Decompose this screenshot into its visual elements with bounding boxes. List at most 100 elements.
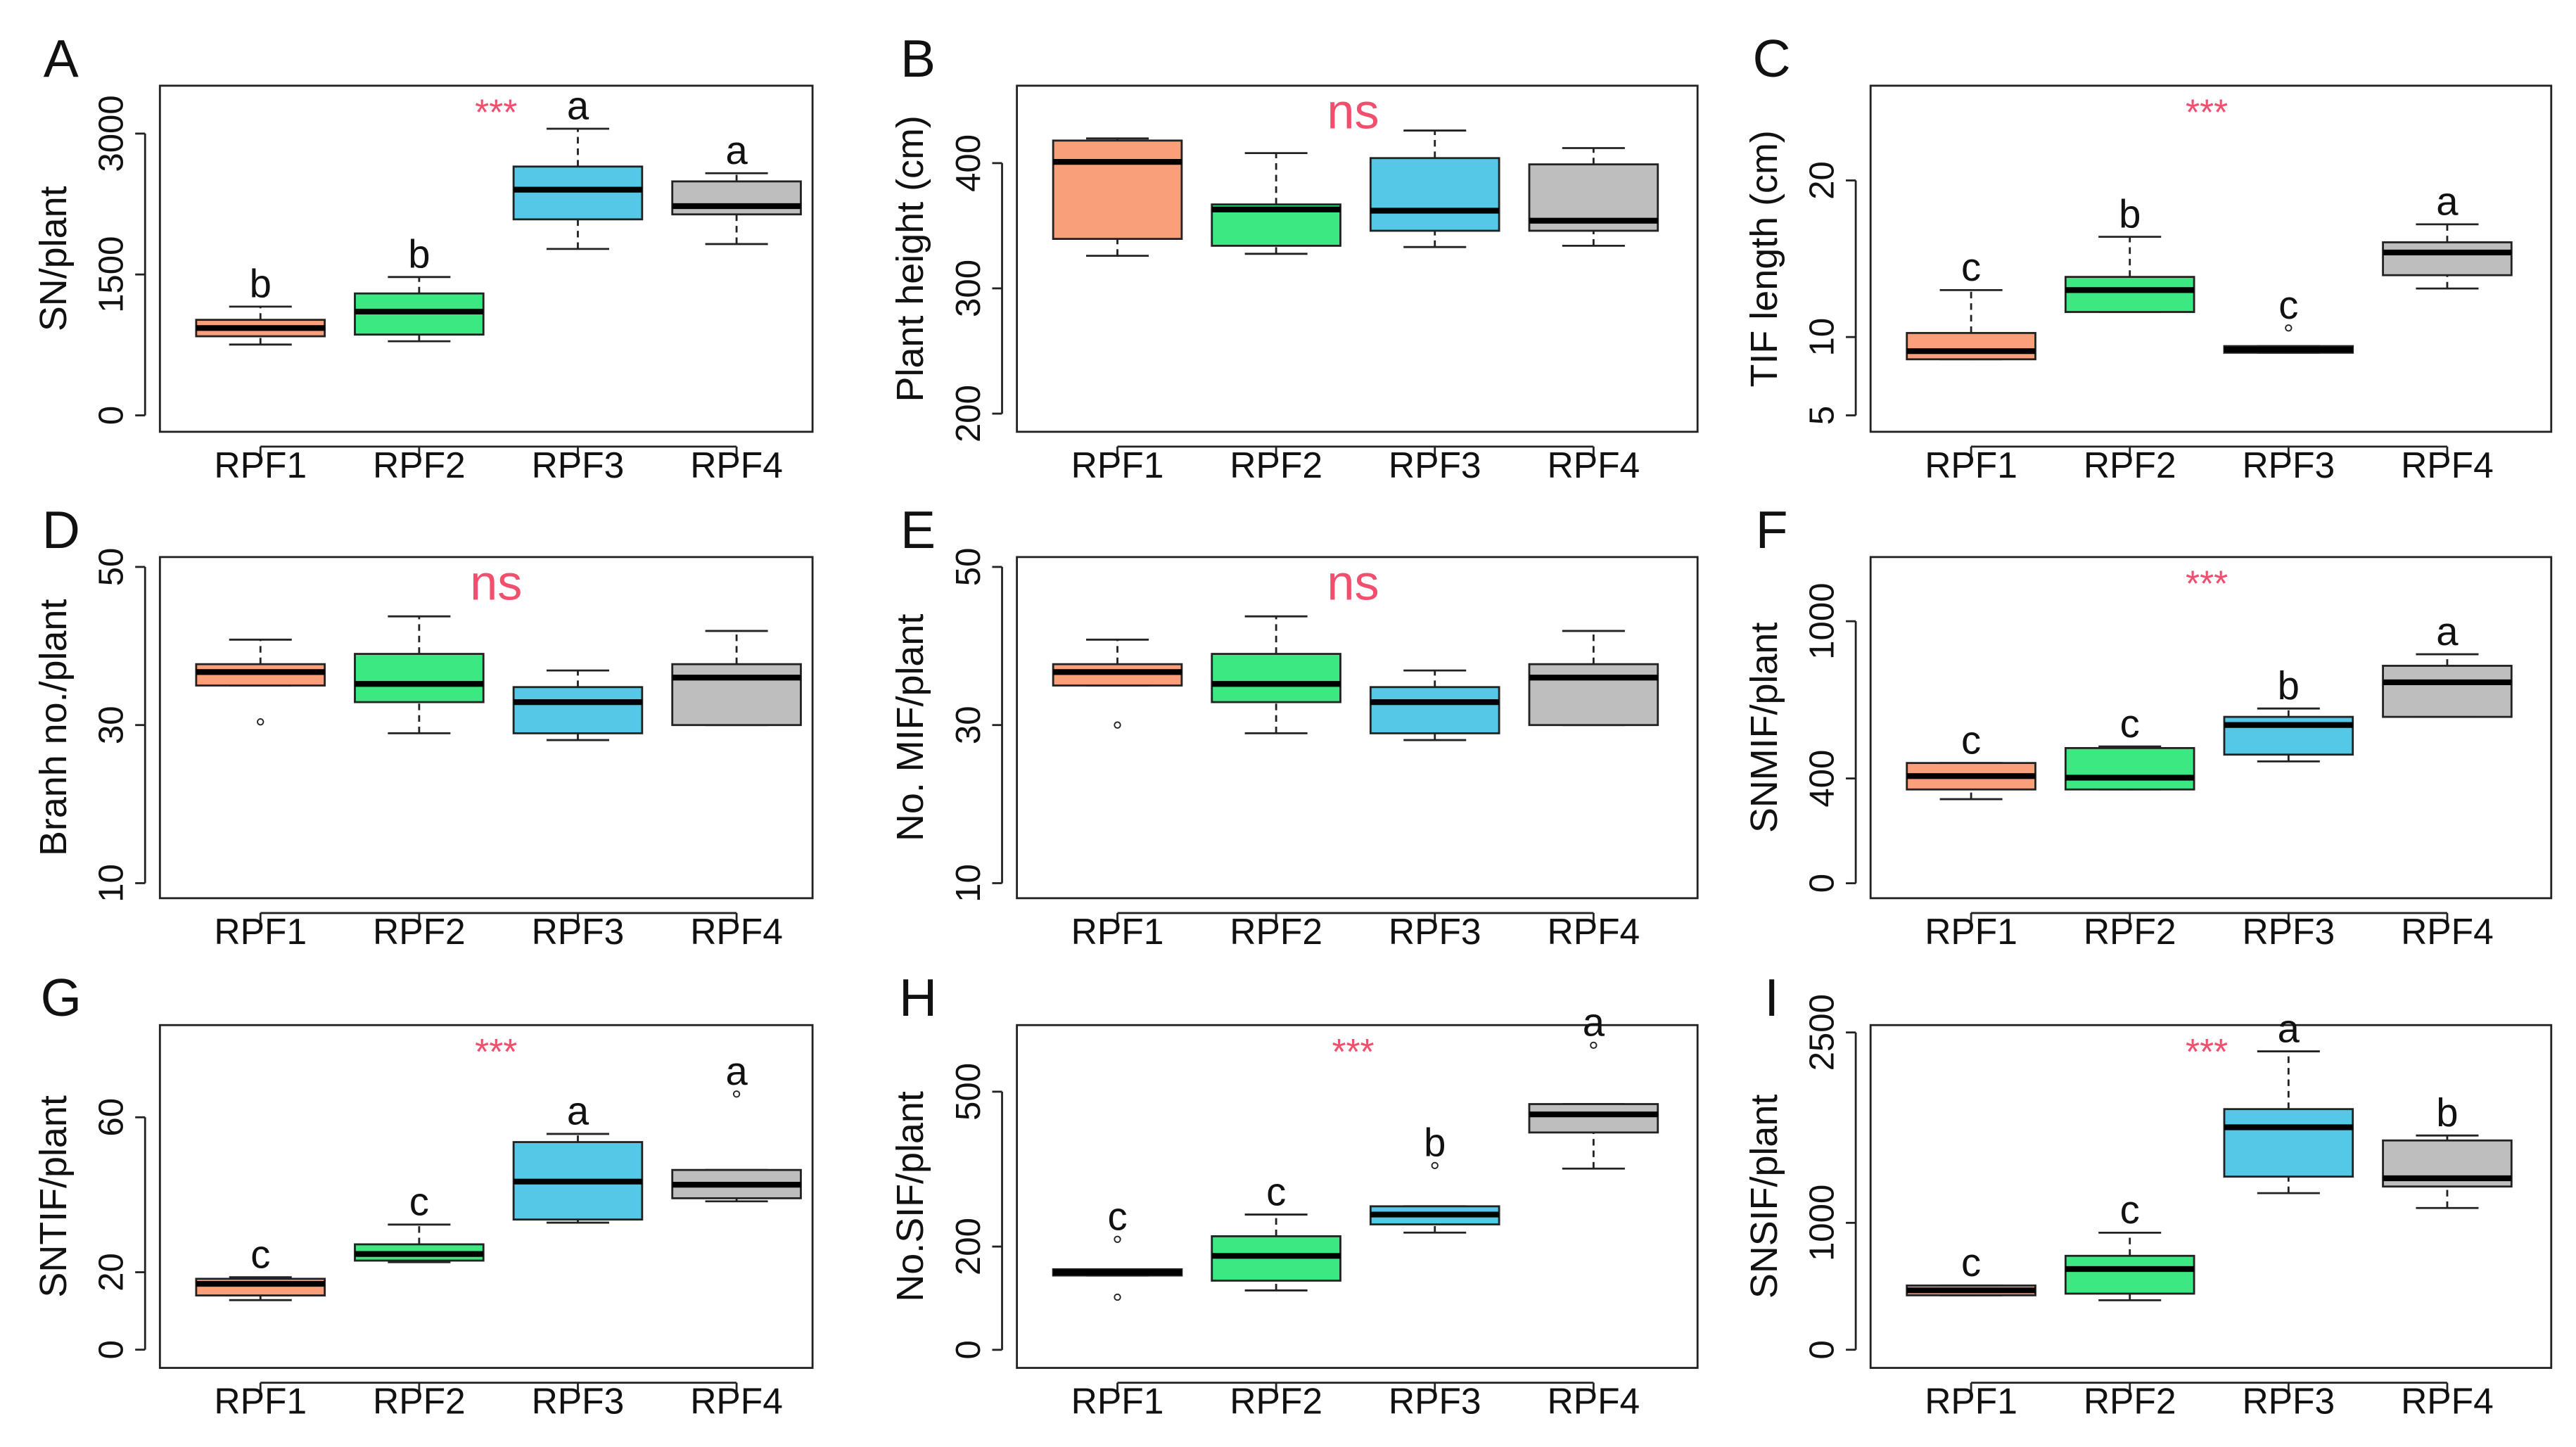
x-tick-label: RPF1 [1071,911,1164,952]
box [1052,139,1183,241]
box [1906,331,2036,361]
group-letter: c [2120,1187,2140,1232]
plot-frame [1016,1024,1699,1369]
panel-letter: E [900,500,936,559]
y-tick-label: 10 [92,864,131,903]
y-tick-label: 2500 [1803,994,1842,1071]
plot-frame [158,556,814,900]
panel-letter: C [1753,29,1791,88]
x-tick-label: RPF2 [373,1381,466,1422]
x-tick-label: RPF1 [1071,1381,1164,1422]
significance: *** [1332,1031,1374,1072]
box [1528,1103,1659,1134]
group-letter: c [1266,1169,1286,1213]
panel: D Branh no./plant 10 30 50 RPF1 RPF2 RPF3 RPF4 ns [32,500,814,952]
y-tick-label: 30 [92,706,131,744]
y-tick-label: 50 [92,548,131,587]
x-tick-label: RPF3 [532,911,625,952]
box [2223,1108,2354,1178]
outlier [1431,1161,1439,1170]
outlier [2285,324,2293,332]
group-letter: a [1583,1000,1605,1045]
y-tick-label: 3000 [92,95,131,172]
y-axis-label: TIF length (cm) [1743,130,1785,387]
y-tick-label: 20 [92,1253,131,1292]
box [1528,663,1659,727]
x-tick-label: RPF2 [2084,445,2176,485]
y-tick-label: 200 [949,1218,988,1275]
box [512,686,644,734]
panel: B Plant height (cm) 200 300 400 RPF1 RPF2 RPF3 R… [889,29,1699,485]
y-tick-label: 0 [949,1340,988,1359]
y-tick-label: 10 [1803,318,1842,357]
panel-letter: F [1756,500,1788,559]
x-tick-label: RPF4 [1547,445,1640,485]
box [1211,653,1341,703]
group-letter: b [250,262,272,306]
y-tick-label: 1000 [1803,582,1842,659]
plot-frame [158,1024,814,1369]
x-tick-label: RPF2 [1230,911,1322,952]
panel: G SNTIF/plant 0 20 60 RPF1 RPF2 RPF3 RPF4 c c a a *** [32,968,814,1422]
y-tick-label: 50 [949,548,988,587]
panel-letter: A [44,29,79,88]
box [354,653,485,703]
group-letter: a [2436,179,2459,224]
y-tick-label: 400 [1803,750,1842,808]
y-tick-label: 0 [92,406,131,425]
y-tick-label: 60 [92,1098,131,1137]
group-letter: b [2119,191,2141,236]
y-tick-label: 400 [949,134,988,192]
box [2382,241,2513,276]
y-tick-label: 0 [1803,1340,1842,1359]
x-tick-label: RPF3 [2242,1381,2335,1422]
outlier [257,718,264,726]
significance: *** [2186,1031,2228,1072]
group-letter: c [1961,245,1981,289]
y-tick-label: 300 [949,260,988,317]
panel-letter: H [899,968,937,1027]
panel-letter: I [1764,968,1779,1027]
y-axis-label: No. MIF/plant [889,614,931,841]
group-letter: a [567,84,589,128]
box [2064,1254,2195,1295]
group-letter: a [725,128,748,172]
panel: E No. MIF/plant 10 30 50 RPF1 RPF2 RPF3 RPF4 ns [889,500,1699,952]
x-tick-label: RPF4 [690,911,783,952]
outlier [1114,1293,1121,1301]
x-tick-label: RPF4 [2401,911,2494,952]
x-tick-label: RPF2 [1230,445,1322,485]
panel: C TIF length (cm) 5 10 20 RPF1 RPF2 RPF3 RPF4 c b c… [1743,29,2553,485]
significance: *** [2186,563,2228,604]
group-letter: a [567,1089,589,1133]
x-tick-label: RPF1 [1925,445,2017,485]
group-letter: b [1424,1121,1446,1165]
group-letter: a [725,1049,748,1093]
panel-letter: G [41,968,82,1027]
y-tick-label: 0 [1803,874,1842,893]
x-tick-label: RPF4 [1547,1381,1640,1422]
x-tick-label: RPF2 [373,911,466,952]
group-letter: c [2120,701,2140,746]
y-axis-label: Plant height (cm) [889,115,931,402]
group-letter: b [2436,1090,2458,1135]
x-tick-label: RPF3 [532,445,625,485]
x-tick-label: RPF4 [1547,911,1640,952]
x-tick-label: RPF3 [2242,911,2335,952]
x-tick-label: RPF2 [373,445,466,485]
group-letter: a [2278,1006,2300,1050]
x-tick-label: RPF4 [690,445,783,485]
group-letter: c [250,1232,270,1276]
y-tick-label: 1500 [92,236,131,312]
panel: I SNSIF/plant 0 1000 2500 RPF1 RPF2 RPF3 RPF4 c c a… [1743,968,2553,1422]
x-tick-label: RPF4 [2401,445,2494,485]
panel: H No.SIF/plant 0 200 500 RPF1 RPF2 RPF3 RPF4 c c b a… [889,968,1699,1422]
box [1369,686,1500,734]
y-tick-label: 30 [949,706,988,744]
box [1369,157,1500,232]
x-tick-label: RPF2 [2084,1381,2176,1422]
group-letter: a [2436,609,2459,654]
group-letter: b [408,232,430,276]
